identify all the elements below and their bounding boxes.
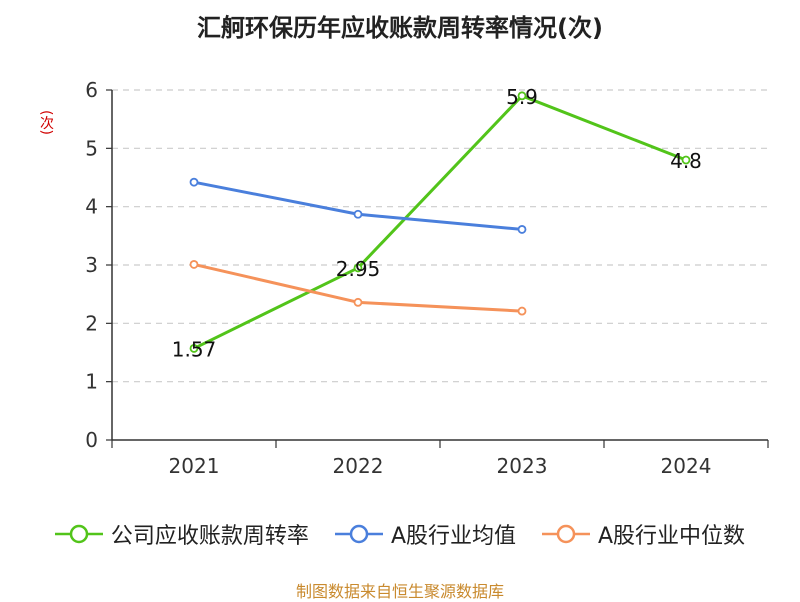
- data-point: [189, 344, 199, 353]
- y-tick-label: 4: [85, 195, 98, 219]
- data-point: [681, 155, 691, 165]
- data-point: [353, 297, 363, 307]
- data-label: 5.9: [506, 85, 538, 109]
- legend-item-series-1[interactable]: A股行业均值: [334, 518, 516, 550]
- data-label: 2.95: [336, 257, 381, 281]
- x-tick-label: 2022: [333, 454, 384, 478]
- data-label: 4.8: [670, 149, 702, 173]
- legend-swatch-0: [54, 524, 103, 544]
- data-label: 1.57: [172, 337, 217, 361]
- y-tick-label: 1: [85, 370, 98, 394]
- data-point: [353, 209, 363, 219]
- data-point: [517, 225, 527, 234]
- legend-swatch-2: [542, 524, 590, 544]
- legend-label-2: A股行业中位数: [598, 524, 746, 549]
- y-tick-label: 5: [85, 136, 98, 160]
- series-line-0: [193, 94, 687, 350]
- legend-swatch-marker: [556, 524, 576, 544]
- y-tick-label: 3: [85, 253, 98, 277]
- data-source-note: 制图数据来自恒生聚源数据库: [295, 582, 504, 601]
- y-axis-title: (次): [38, 110, 54, 135]
- series-line-1: [193, 180, 523, 231]
- legend-swatch-marker: [349, 524, 369, 544]
- legend-label-1: A股行业均值: [390, 524, 516, 549]
- legend: 公司应收账款周转率 A股行业均值 A股行业中位数: [0, 518, 800, 550]
- data-point: [189, 260, 199, 269]
- data-point: [353, 263, 363, 273]
- y-tick-label: 2: [85, 311, 98, 335]
- data-point: [189, 177, 199, 187]
- data-point: [517, 91, 527, 101]
- legend-swatch-marker: [69, 524, 89, 544]
- chart-title: 汇舸环保历年应收账款周转率情况(次): [197, 14, 603, 42]
- legend-label-0: 公司应收账款周转率: [110, 524, 309, 549]
- x-tick-label: 2021: [169, 454, 220, 478]
- y-tick-label: 6: [85, 78, 98, 102]
- legend-item-series-0[interactable]: 公司应收账款周转率: [54, 518, 309, 550]
- legend-item-series-2[interactable]: A股行业中位数: [542, 518, 745, 550]
- y-tick-label: 0: [85, 428, 98, 452]
- data-point: [517, 306, 527, 316]
- x-tick-label: 2023: [497, 454, 548, 478]
- legend-swatch-1: [334, 524, 383, 544]
- x-tick-label: 2024: [661, 454, 712, 478]
